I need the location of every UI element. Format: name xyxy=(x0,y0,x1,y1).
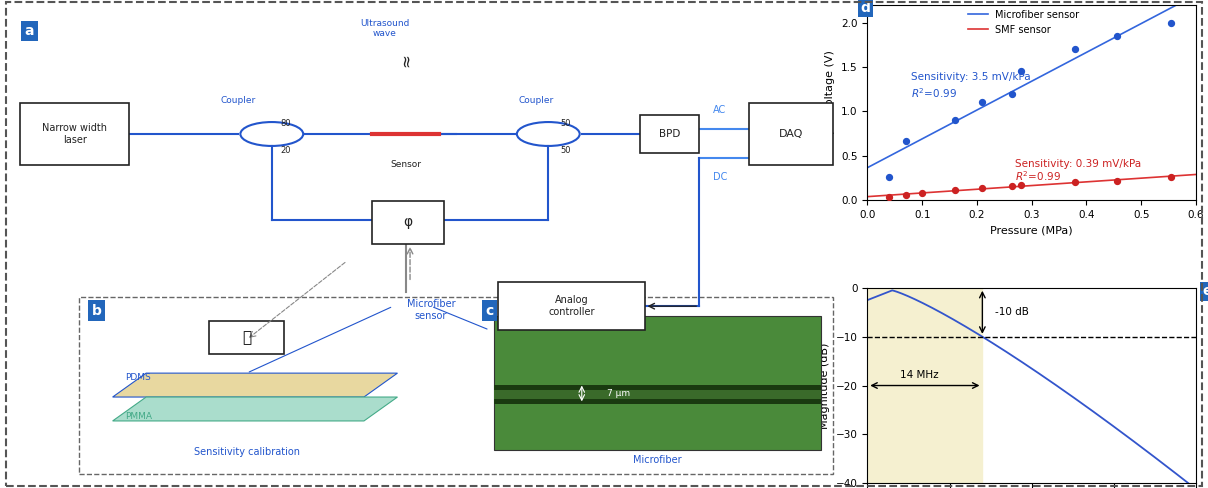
Polygon shape xyxy=(112,397,397,421)
Text: Ultrasound
wave: Ultrasound wave xyxy=(360,19,410,39)
Text: 14 MHz: 14 MHz xyxy=(900,370,939,380)
Point xyxy=(1011,181,1030,189)
FancyBboxPatch shape xyxy=(749,103,834,165)
Point xyxy=(972,99,992,106)
Point xyxy=(1011,67,1030,75)
Text: $R^2$=0.99: $R^2$=0.99 xyxy=(1015,169,1061,183)
Text: $R^2$=0.99: $R^2$=0.99 xyxy=(911,86,957,100)
Text: 50: 50 xyxy=(561,146,571,155)
Text: Narrow width
laser: Narrow width laser xyxy=(42,123,108,145)
Text: Sensitivity: 3.5 mV/kPa: Sensitivity: 3.5 mV/kPa xyxy=(911,72,1030,82)
Point xyxy=(912,189,931,197)
Text: BPD: BPD xyxy=(660,129,680,139)
Bar xyxy=(867,288,982,483)
Polygon shape xyxy=(112,373,397,397)
Point xyxy=(896,137,916,144)
X-axis label: Pressure (MPa): Pressure (MPa) xyxy=(991,225,1073,235)
Point xyxy=(879,173,899,181)
Text: 20: 20 xyxy=(280,146,291,155)
Text: DAQ: DAQ xyxy=(779,129,803,139)
FancyBboxPatch shape xyxy=(21,103,129,165)
Text: ≈: ≈ xyxy=(397,53,414,67)
FancyBboxPatch shape xyxy=(494,385,820,404)
Text: Coupler: Coupler xyxy=(221,96,256,105)
Text: e: e xyxy=(1202,284,1208,298)
Text: Microfiber
sensor: Microfiber sensor xyxy=(407,299,455,321)
Point xyxy=(946,116,965,124)
Text: 50: 50 xyxy=(561,119,571,128)
FancyBboxPatch shape xyxy=(494,316,820,449)
Y-axis label: Magnitude (dB): Magnitude (dB) xyxy=(820,343,830,428)
Point xyxy=(1162,173,1181,181)
Text: 7 μm: 7 μm xyxy=(606,389,631,398)
Text: PMMA: PMMA xyxy=(126,412,152,421)
Text: b: b xyxy=(92,304,101,318)
Text: -10 dB: -10 dB xyxy=(994,307,1028,317)
Text: DC: DC xyxy=(713,172,727,182)
Point xyxy=(1162,19,1181,26)
Text: Coupler: Coupler xyxy=(518,96,553,105)
FancyBboxPatch shape xyxy=(209,321,284,354)
Point xyxy=(1003,183,1022,190)
Point xyxy=(1107,177,1126,184)
Point xyxy=(1107,32,1126,40)
FancyBboxPatch shape xyxy=(372,201,443,244)
FancyBboxPatch shape xyxy=(640,115,699,153)
Text: c: c xyxy=(486,304,494,318)
Point xyxy=(972,184,992,192)
Text: Analog
controller: Analog controller xyxy=(548,295,594,317)
Text: φ: φ xyxy=(403,216,412,229)
Point xyxy=(1065,45,1085,53)
Text: 80: 80 xyxy=(280,119,291,128)
Point xyxy=(879,193,899,201)
Point xyxy=(1003,90,1022,98)
Text: PDMS: PDMS xyxy=(126,373,151,383)
FancyBboxPatch shape xyxy=(498,282,645,330)
Text: Sensitivity: 0.39 mV/kPa: Sensitivity: 0.39 mV/kPa xyxy=(1015,159,1142,169)
Text: d: d xyxy=(861,1,871,15)
Text: Sensor: Sensor xyxy=(390,160,422,169)
Text: a: a xyxy=(24,24,34,38)
FancyBboxPatch shape xyxy=(494,390,820,399)
Point xyxy=(896,191,916,199)
Text: 🔊: 🔊 xyxy=(242,330,251,345)
Legend: Microfiber sensor, SMF sensor: Microfiber sensor, SMF sensor xyxy=(964,6,1084,39)
Y-axis label: Output voltage (V): Output voltage (V) xyxy=(825,51,836,154)
Text: Sensitivity calibration: Sensitivity calibration xyxy=(193,447,300,457)
Point xyxy=(946,186,965,194)
Point xyxy=(1065,179,1085,186)
Text: Microfiber: Microfiber xyxy=(633,455,681,466)
Text: AC: AC xyxy=(714,105,727,115)
